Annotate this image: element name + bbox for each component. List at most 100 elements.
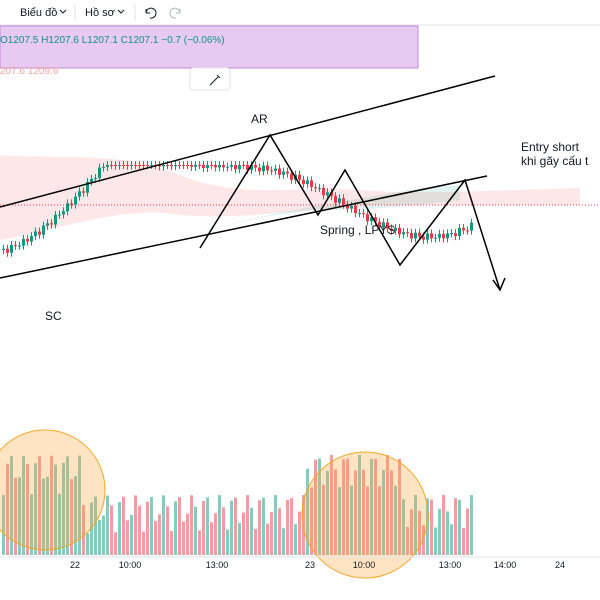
volume-bar [190, 495, 193, 555]
profile-menu[interactable]: Hồ sơ [85, 7, 115, 19]
volume-bar [270, 512, 273, 555]
volume-bar [46, 476, 49, 555]
candle-body [362, 213, 365, 215]
drawing-tool-button[interactable] [189, 67, 231, 91]
channel-upper [0, 75, 496, 208]
spring-label: Spring , LPYS [320, 223, 395, 237]
redo-button[interactable] [169, 7, 181, 19]
volume-bar [54, 464, 57, 555]
x-axis-label: 14:00 [494, 560, 517, 570]
wyckoff-path [199, 133, 501, 291]
volume-bar [342, 459, 345, 555]
candle-body [466, 230, 469, 232]
volume-bar [70, 479, 73, 555]
candle-body [334, 196, 337, 203]
volume-bar [198, 530, 201, 555]
candle-body [86, 181, 89, 193]
volume-bar [374, 458, 377, 555]
candle-body [142, 165, 145, 166]
candle-body [198, 165, 201, 166]
volume-bar [98, 519, 101, 555]
candle-body [462, 227, 465, 231]
volume-bar [354, 470, 357, 555]
candle-body [62, 211, 65, 215]
volume-bar [330, 455, 333, 555]
candle-body [94, 178, 97, 180]
volume-bar [282, 528, 285, 555]
volume-bar [378, 486, 381, 555]
volume-bar [418, 510, 421, 555]
chart-menu[interactable]: Biểu đồ [20, 7, 57, 19]
entry-label: Entry short [521, 140, 580, 154]
candle-body [134, 165, 137, 166]
x-axis-label: 10:00 [119, 560, 142, 570]
candle-body [98, 167, 101, 179]
candle-body [446, 233, 449, 239]
volume-bar [210, 522, 213, 555]
volume-bar [262, 497, 265, 555]
volume-bar [226, 529, 229, 555]
candle-body [310, 180, 313, 188]
volume-bar [154, 521, 157, 555]
candle-body [470, 222, 473, 231]
candle-body [254, 165, 257, 168]
volume-bar [66, 456, 69, 555]
volume-bar [442, 495, 445, 555]
candle-body [330, 192, 333, 197]
volume-bar [318, 458, 321, 555]
undo-button[interactable] [145, 7, 157, 19]
candle-body [390, 228, 393, 231]
candle-body [282, 171, 285, 175]
candle-body [38, 231, 41, 235]
candle-body [150, 165, 153, 166]
candle-body [406, 232, 409, 234]
candle-body [122, 165, 125, 166]
candle-body [206, 165, 209, 169]
volume-bar [466, 508, 469, 555]
candle-body [230, 165, 233, 167]
volume-bar [34, 463, 37, 555]
volume-bar [22, 455, 25, 555]
candle-body [158, 165, 161, 167]
volume-bar [110, 505, 113, 555]
candle-body [258, 167, 261, 172]
candle-body [26, 238, 29, 242]
volume-bar [362, 469, 365, 555]
volume-bar [38, 456, 41, 555]
volume-bar [310, 487, 313, 555]
volume-bar [146, 501, 149, 555]
volume-bar [142, 531, 145, 555]
volume-bar [254, 528, 257, 555]
candle-body [374, 217, 377, 222]
candle-body [210, 165, 213, 166]
volume-bar [322, 484, 325, 555]
volume-highlight [301, 451, 429, 579]
candle-body [442, 233, 445, 239]
candle-body [66, 203, 69, 212]
volume-bar [246, 495, 249, 555]
candle-body [434, 237, 437, 239]
candle-body [118, 165, 121, 166]
volume-bar [62, 462, 65, 555]
volume-bar [82, 504, 85, 555]
candle-body [10, 244, 13, 253]
volume-bar [150, 496, 153, 555]
candle-body [266, 165, 269, 171]
ohlc-legend: O1207.5 H1207.6 L1207.1 C1207.1 −0.7 (−0… [0, 35, 225, 46]
candle-body [338, 198, 341, 203]
volume-bar [182, 521, 185, 555]
volume-bar [438, 508, 441, 555]
volume-bar [390, 470, 393, 555]
volume-bar [298, 511, 301, 555]
volume-bar [350, 485, 353, 555]
volume-bar [162, 495, 165, 555]
volume-bar [386, 455, 389, 555]
toolbar [0, 0, 600, 25]
volume-bar [214, 513, 217, 555]
legend-highlight [0, 25, 419, 69]
volume-bar [426, 498, 429, 555]
volume-bar [410, 509, 413, 555]
volume-bar [422, 525, 425, 555]
volume-bar [10, 456, 13, 555]
candle-body [58, 214, 61, 216]
